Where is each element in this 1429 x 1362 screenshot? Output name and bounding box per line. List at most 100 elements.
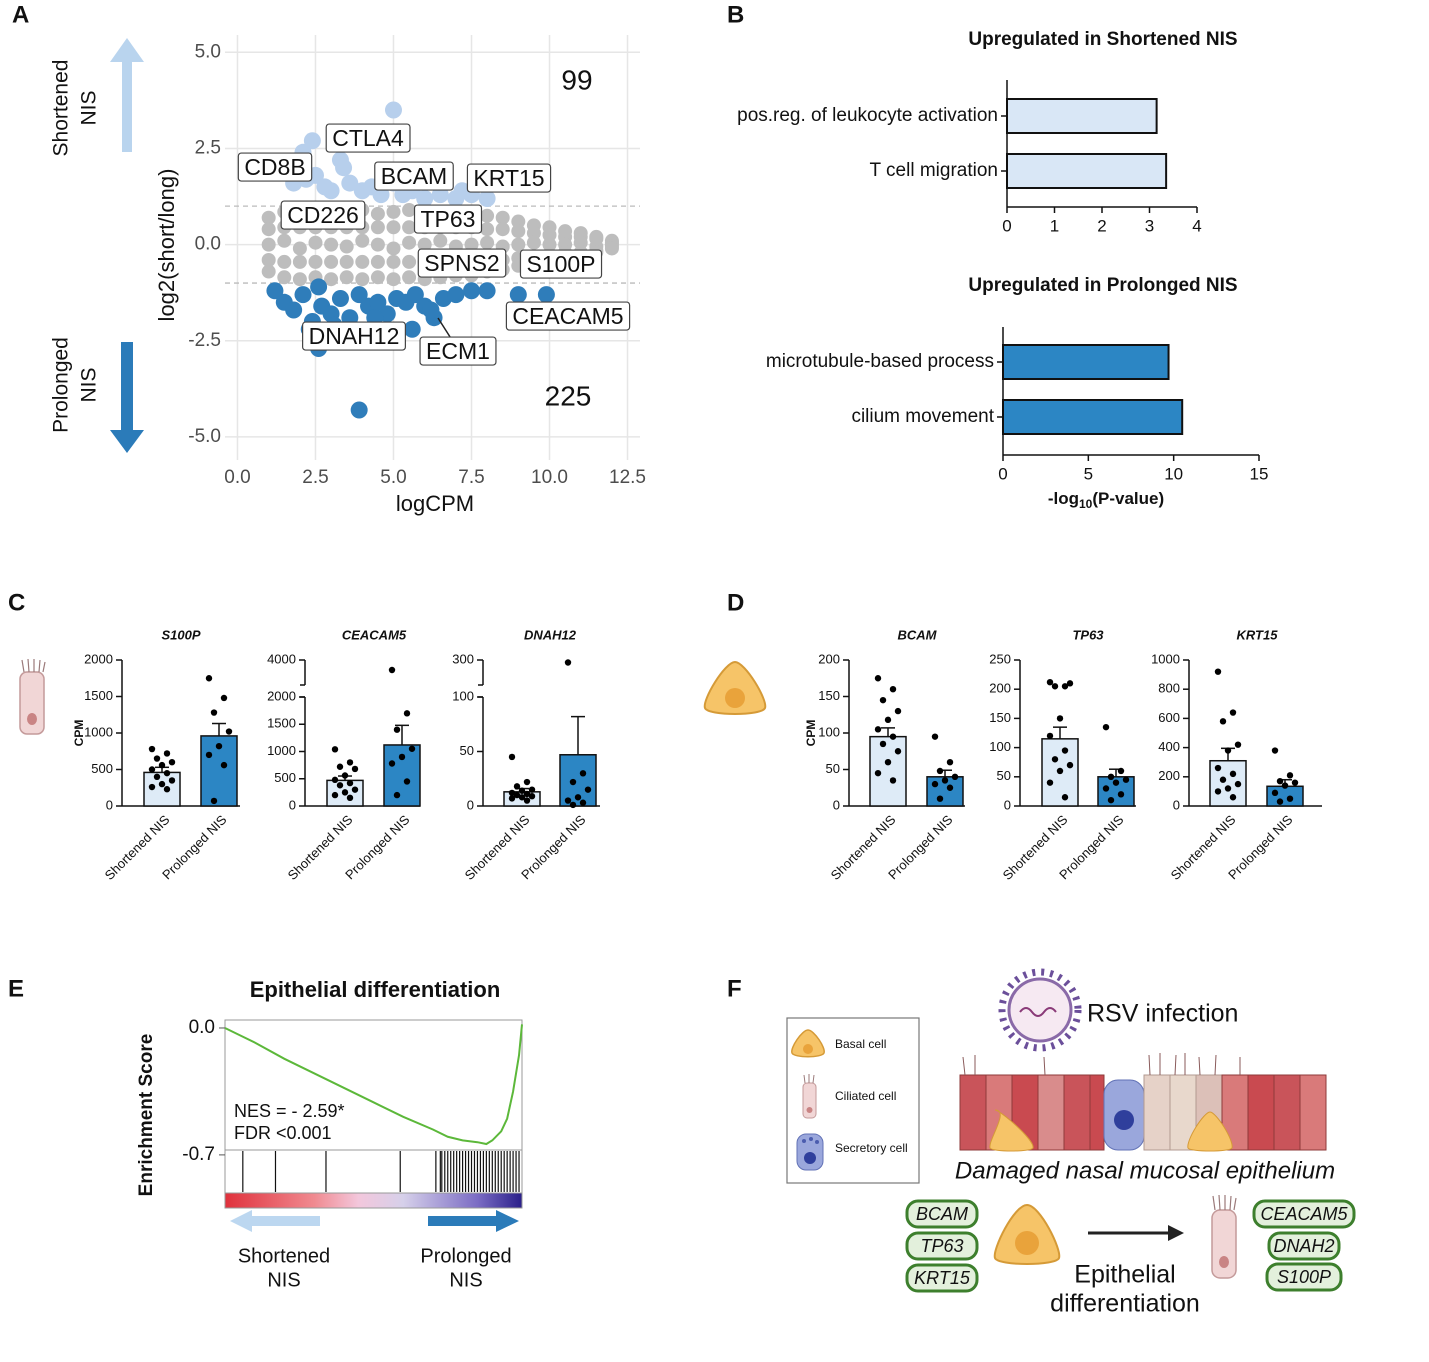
x-axis-label-part: -log	[1048, 489, 1079, 508]
side-label: Prolonged	[50, 337, 73, 433]
annotation: FDR <0.001	[234, 1123, 332, 1143]
arrow-head	[110, 430, 144, 453]
point	[148, 766, 156, 773]
y-tick-label: 50	[997, 768, 1011, 783]
point	[1117, 767, 1125, 775]
gene-label-box	[280, 200, 366, 230]
point	[308, 254, 323, 269]
rank-color-bar	[225, 1193, 522, 1208]
gene-label: CD8B	[244, 154, 305, 180]
arrow-head	[496, 1210, 519, 1232]
point	[564, 797, 572, 804]
point	[331, 791, 339, 799]
arrow-head	[110, 38, 144, 62]
x-tick-label: 2.5	[302, 467, 328, 488]
point	[528, 792, 536, 800]
y-tick-label: 1000	[267, 743, 296, 758]
point	[292, 272, 307, 287]
y-tick-label: 100	[818, 724, 840, 739]
y-tick-label: 0	[1004, 797, 1011, 812]
point	[417, 237, 432, 252]
point	[220, 761, 228, 769]
point	[331, 776, 339, 784]
point	[163, 786, 171, 793]
point	[1229, 794, 1237, 801]
gene-label: KRT15	[914, 1268, 971, 1288]
point	[261, 222, 276, 237]
chart-title: KRT15	[1237, 627, 1279, 642]
point	[1061, 747, 1069, 754]
point	[324, 254, 339, 269]
point	[478, 282, 496, 300]
point	[168, 777, 176, 784]
gene-label-box	[325, 123, 411, 153]
gene-label-box	[419, 336, 497, 366]
point	[416, 189, 434, 207]
category-label: microtubule-based process	[766, 351, 994, 372]
x-tick-label: 10.0	[531, 467, 568, 488]
arrow-shaft	[122, 60, 132, 152]
x-tick-label: 5.0	[380, 467, 406, 488]
point	[336, 763, 344, 770]
point	[1224, 785, 1232, 792]
point	[874, 726, 882, 733]
gene-label-box	[374, 161, 454, 191]
diagram-caption: Damaged nasal mucosal epithelium	[955, 1157, 1335, 1184]
y-tick-label: 50	[460, 743, 474, 758]
panel-letter: C	[8, 589, 25, 616]
y-tick-label: 200	[818, 651, 840, 666]
group-label: NIS	[449, 1269, 482, 1291]
point	[874, 675, 882, 682]
point	[261, 210, 276, 225]
gene-label-box	[302, 321, 406, 351]
bar	[143, 771, 181, 807]
point	[341, 174, 359, 192]
point	[168, 759, 176, 766]
point	[1056, 767, 1064, 775]
point	[1117, 791, 1125, 798]
point	[339, 239, 354, 254]
y-tick-label: 0	[1173, 797, 1180, 812]
point	[1066, 761, 1074, 769]
point	[495, 222, 510, 237]
legend-basal-icon	[791, 1029, 825, 1058]
point	[523, 797, 531, 804]
point	[261, 264, 276, 279]
point	[292, 241, 307, 256]
chart-title: Upregulated in Prolonged NIS	[968, 275, 1237, 296]
point	[518, 787, 526, 794]
x-tick-label: 3	[1145, 216, 1154, 235]
point	[339, 270, 354, 285]
point	[1066, 680, 1074, 687]
point	[148, 783, 156, 791]
y-tick-label: 1000	[1151, 651, 1180, 666]
bar	[1266, 785, 1304, 807]
y-axis-label: CPM	[804, 720, 818, 747]
point	[526, 235, 541, 250]
legend-label: Basal cell	[835, 1037, 886, 1051]
x-tick-label: 10	[1164, 464, 1183, 483]
gene-label-box	[505, 301, 631, 331]
y-tick-label: 0	[833, 797, 840, 812]
point	[1229, 770, 1237, 778]
legend-label: Secretory cell	[835, 1141, 908, 1155]
x-axis-label-part: 10	[1079, 497, 1093, 511]
legend-ciliated-icon	[802, 1074, 817, 1119]
point	[402, 235, 417, 250]
y-tick-label: -2.5	[188, 330, 221, 351]
gene-label: CEACAM5	[1260, 1204, 1348, 1224]
point	[331, 289, 349, 307]
point	[388, 666, 396, 674]
x-axis-label: -log10(P-value)	[1048, 489, 1164, 511]
count-label: 99	[561, 64, 592, 95]
point	[508, 753, 516, 761]
point	[205, 675, 213, 682]
y-tick-label: 250	[989, 651, 1011, 666]
point	[369, 293, 387, 311]
point	[277, 233, 292, 248]
gene-label: BCAM	[916, 1204, 968, 1224]
point	[408, 745, 416, 752]
category-label: pos.reg. of leukocyte activation	[737, 105, 998, 126]
gene-label: DNAH12	[309, 323, 400, 349]
y-tick-label: -5.0	[188, 426, 221, 447]
